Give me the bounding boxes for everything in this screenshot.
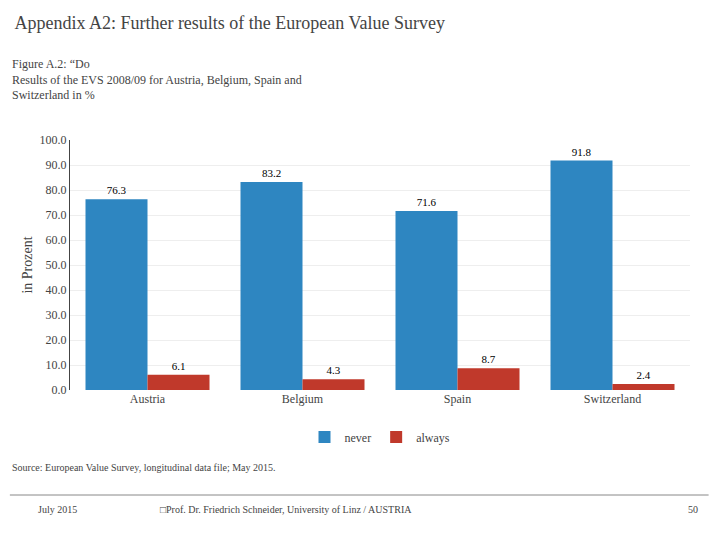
svg-text:70.0: 70.0	[46, 208, 67, 222]
svg-text:0.0: 0.0	[52, 383, 67, 397]
svg-text:30.0: 30.0	[46, 308, 67, 322]
svg-text:Source: European Value Survey,: Source: European Value Survey, longitudi…	[12, 462, 276, 473]
svg-text:91.8: 91.8	[572, 146, 592, 158]
svg-text:71.6: 71.6	[417, 196, 437, 208]
svg-text:Appendix A2: Further results o: Appendix A2: Further results of the Euro…	[14, 13, 445, 33]
svg-text:Spain: Spain	[444, 392, 471, 406]
svg-text:never: never	[345, 431, 372, 445]
svg-text:40.0: 40.0	[46, 283, 67, 297]
svg-text:100.0: 100.0	[40, 133, 67, 147]
svg-text:10.0: 10.0	[46, 358, 67, 372]
svg-text:Figure A.2: “DoResults of the: Figure A.2: “DoResults of the EVS 2008/0…	[12, 57, 302, 102]
svg-text:60.0: 60.0	[46, 233, 67, 247]
svg-text:4.3: 4.3	[326, 364, 340, 376]
svg-text:□Prof. Dr. Friedrich Schneider: □Prof. Dr. Friedrich Schneider, Universi…	[160, 504, 412, 515]
svg-text:20.0: 20.0	[46, 333, 67, 347]
svg-text:83.2: 83.2	[262, 167, 281, 179]
svg-text:July 2015: July 2015	[38, 504, 77, 515]
svg-text:2.4: 2.4	[636, 369, 650, 381]
svg-text:always: always	[416, 431, 450, 445]
svg-text:Belgium: Belgium	[282, 392, 324, 406]
svg-text:Austria: Austria	[130, 392, 166, 406]
svg-text:50: 50	[688, 504, 698, 515]
svg-text:in Prozent: in Prozent	[20, 236, 35, 293]
svg-text:8.7: 8.7	[481, 353, 495, 365]
svg-text:Switzerland: Switzerland	[584, 392, 641, 406]
svg-text:76.3: 76.3	[107, 184, 127, 196]
svg-text:90.0: 90.0	[46, 158, 67, 172]
svg-text:80.0: 80.0	[46, 183, 67, 197]
svg-text:50.0: 50.0	[46, 258, 67, 272]
svg-text:6.1: 6.1	[172, 360, 186, 372]
